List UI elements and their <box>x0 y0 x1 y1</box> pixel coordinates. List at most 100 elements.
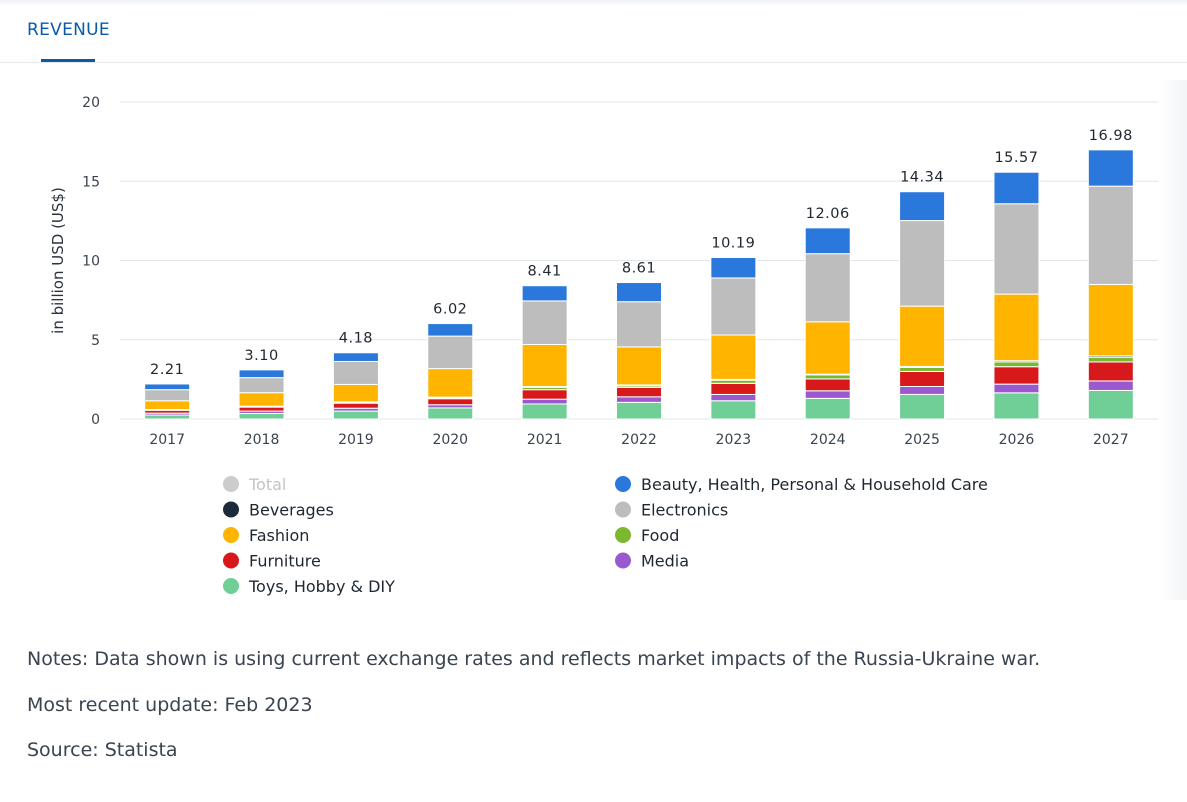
bar-segment-beauty-health-personal-and-household-care[interactable] <box>993 171 1040 205</box>
bar-segment-furniture[interactable] <box>616 386 662 398</box>
legend-item-food[interactable]: Food <box>641 526 679 545</box>
bar-segment-furniture[interactable] <box>238 406 285 412</box>
bar-segment-toys-hobby-and-diy[interactable] <box>521 403 568 420</box>
bar-segment-fashion[interactable] <box>144 400 191 410</box>
bar-segment-media[interactable] <box>993 383 1040 394</box>
bar-segment-electronics[interactable] <box>710 277 757 336</box>
bar-segment-media[interactable] <box>616 396 662 403</box>
x-tick-label: 2026 <box>999 432 1035 448</box>
bar-segment-beauty-health-personal-and-household-care[interactable] <box>616 282 662 303</box>
bar-segment-electronics[interactable] <box>427 335 474 370</box>
total-label: 16.98 <box>1089 128 1133 144</box>
bar-segment-electronics[interactable] <box>144 389 191 402</box>
legend-marker-fashion[interactable] <box>223 527 239 543</box>
legend-marker-beverages[interactable] <box>223 501 239 518</box>
bar-segment-fashion[interactable] <box>899 305 946 367</box>
legend-item-media[interactable]: Media <box>641 552 689 571</box>
legend-item-total[interactable]: Total <box>248 475 286 494</box>
legend-marker-beauty-health-personal-and-household-care[interactable] <box>615 476 631 492</box>
bar-segment-fashion[interactable] <box>710 334 757 380</box>
scroll-shadow <box>1157 80 1187 600</box>
bar-segment-electronics[interactable] <box>332 360 379 385</box>
y-tick-label: 15 <box>82 174 100 190</box>
bar-segment-fashion[interactable] <box>238 392 285 407</box>
bar-segment-furniture[interactable] <box>993 366 1040 385</box>
x-tick-label: 2024 <box>810 432 846 448</box>
legend-item-fashion[interactable]: Fashion <box>249 526 309 545</box>
bar-segment-fashion[interactable] <box>804 321 851 375</box>
bar-segment-beauty-health-personal-and-household-care[interactable] <box>521 285 568 302</box>
total-label: 8.61 <box>622 261 656 277</box>
total-label: 8.41 <box>527 264 561 280</box>
bar-segment-fashion[interactable] <box>993 293 1040 362</box>
x-tick-label: 2021 <box>527 432 563 448</box>
total-label: 3.10 <box>244 348 278 364</box>
bar-segment-electronics[interactable] <box>1087 185 1134 285</box>
bar-segment-beauty-health-personal-and-household-care[interactable] <box>144 383 191 391</box>
bar-segment-fashion[interactable] <box>332 383 379 403</box>
bar-segment-beauty-health-personal-and-household-care[interactable] <box>1087 149 1134 187</box>
bar-segment-media[interactable] <box>1087 380 1134 391</box>
bar-segment-electronics[interactable] <box>521 300 568 346</box>
bar-segment-toys-hobby-and-diy[interactable] <box>238 412 285 420</box>
bar-segment-food[interactable] <box>1087 356 1134 363</box>
bar-segment-toys-hobby-and-diy[interactable] <box>1087 389 1134 420</box>
bar-segment-furniture[interactable] <box>899 370 946 388</box>
bar-segment-toys-hobby-and-diy[interactable] <box>993 392 1040 420</box>
legend-marker-media[interactable] <box>615 552 631 569</box>
bar-segment-furniture[interactable] <box>804 378 851 392</box>
bar-segment-media[interactable] <box>710 393 757 402</box>
bar-segment-furniture[interactable] <box>332 402 379 409</box>
legend-item-electronics[interactable]: Electronics <box>641 501 728 520</box>
bar-segment-toys-hobby-and-diy[interactable] <box>144 414 191 420</box>
bar-segment-food[interactable] <box>899 366 946 372</box>
bar-segment-fashion[interactable] <box>427 368 474 398</box>
bar-segment-media[interactable] <box>899 386 946 395</box>
bar-segment-furniture[interactable] <box>1087 361 1134 382</box>
bar-segment-furniture[interactable] <box>710 382 757 395</box>
bar-segment-beauty-health-personal-and-household-care[interactable] <box>238 369 285 379</box>
bar-segment-fashion[interactable] <box>521 344 568 388</box>
tab-revenue[interactable]: REVENUE <box>27 20 110 40</box>
bar-segment-fashion[interactable] <box>616 346 662 386</box>
legend-item-toys-hobby-and-diy[interactable]: Toys, Hobby & DIY <box>248 577 395 596</box>
bar-segment-toys-hobby-and-diy[interactable] <box>427 407 474 420</box>
bar-segment-electronics[interactable] <box>238 377 285 394</box>
bar-segment-toys-hobby-and-diy[interactable] <box>899 393 946 420</box>
bar-segment-media[interactable] <box>521 398 568 405</box>
x-tick-label: 2023 <box>716 432 752 448</box>
bar-segment-electronics[interactable] <box>616 301 662 348</box>
y-axis-label: in billion USD (US$) <box>49 187 67 334</box>
total-label: 6.02 <box>433 302 467 318</box>
bar-segment-beauty-health-personal-and-household-care[interactable] <box>427 323 474 337</box>
bar-segment-food[interactable] <box>804 374 851 380</box>
bar-segment-toys-hobby-and-diy[interactable] <box>804 397 851 420</box>
legend-marker-food[interactable] <box>615 527 631 543</box>
total-label: 12.06 <box>806 206 850 222</box>
legend-marker-toys-hobby-and-diy[interactable] <box>223 578 239 594</box>
bar-segment-beauty-health-personal-and-household-care[interactable] <box>710 256 757 279</box>
bar-segment-beauty-health-personal-and-household-care[interactable] <box>899 191 946 222</box>
bar-segment-fashion[interactable] <box>1087 283 1134 357</box>
bar-segment-electronics[interactable] <box>899 220 946 307</box>
bar-segment-furniture[interactable] <box>427 398 474 406</box>
legend-item-furniture[interactable]: Furniture <box>249 552 321 571</box>
legend-marker-electronics[interactable] <box>615 501 631 518</box>
bar-segment-toys-hobby-and-diy[interactable] <box>710 400 757 420</box>
bar-segment-food[interactable] <box>993 361 1040 368</box>
legend-marker-total[interactable] <box>223 476 239 492</box>
legend-item-beverages[interactable]: Beverages <box>249 501 334 520</box>
update-text: Most recent update: Feb 2023 <box>27 694 313 716</box>
bar-segment-electronics[interactable] <box>804 253 851 323</box>
bar-segment-electronics[interactable] <box>993 203 1040 295</box>
legend-marker-furniture[interactable] <box>223 552 239 569</box>
bar-segment-media[interactable] <box>804 390 851 399</box>
bar-segment-furniture[interactable] <box>521 389 568 400</box>
legend-item-beauty-health-personal-and-household-care[interactable]: Beauty, Health, Personal & Household Car… <box>641 475 988 494</box>
bar-segment-beauty-health-personal-and-household-care[interactable] <box>332 352 379 362</box>
total-label: 15.57 <box>994 150 1038 166</box>
bar-segment-toys-hobby-and-diy[interactable] <box>616 401 662 420</box>
bar-segment-toys-hobby-and-diy[interactable] <box>332 410 379 420</box>
x-tick-label: 2025 <box>904 432 940 448</box>
bar-segment-beauty-health-personal-and-household-care[interactable] <box>804 227 851 255</box>
